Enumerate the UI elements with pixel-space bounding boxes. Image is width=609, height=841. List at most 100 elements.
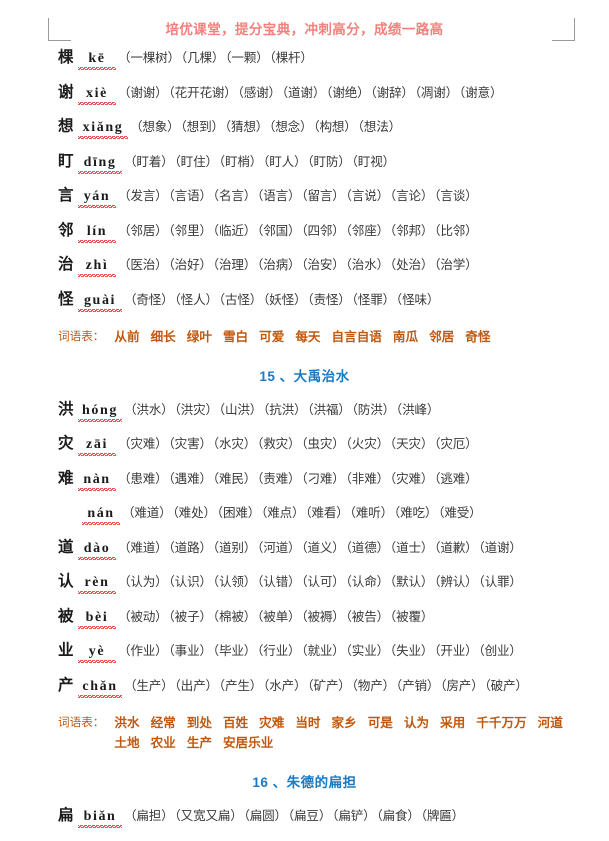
pinyin-reading: dào xyxy=(78,540,116,560)
character-entry-row: 言 yán （发言）（言语）（名言）（语言）（留言）（言说）（言论）（言谈） xyxy=(0,185,609,215)
word-example: （开业） xyxy=(434,644,478,658)
vocabulary-word: 河道 xyxy=(537,715,563,730)
word-example: （想念） xyxy=(269,120,313,134)
vocabulary-list: 词语表： 洪水 经常 到处 百姓 灾难 当时 家乡 可是 认为 采用 千千万万 河道土地 农业 生产 安居乐业 xyxy=(0,713,609,753)
word-example-list: （谢谢）（花开花谢）（感谢）（道谢）（谢绝）（谢辞）（凋谢）（谢意） xyxy=(118,82,597,101)
word-example: （治好） xyxy=(168,258,212,272)
word-example: （邻里） xyxy=(168,223,212,238)
word-example: （责难） xyxy=(257,471,301,486)
word-example: （治理） xyxy=(212,258,257,272)
word-example: （难道） xyxy=(122,506,172,520)
word-example: （难点） xyxy=(261,506,305,520)
vocabulary-word: 奇怪 xyxy=(465,329,491,344)
word-example: （认为） xyxy=(118,575,168,589)
word-example: （猜想） xyxy=(224,120,269,134)
word-example: （难吃） xyxy=(393,506,438,520)
word-example: （失业） xyxy=(389,644,434,658)
word-example: （创业） xyxy=(478,644,522,658)
word-example: （扁圆） xyxy=(243,808,287,823)
word-example-list: （发言）（言语）（名言）（语言）（留言）（言说）（言论）（言谈） xyxy=(118,185,597,204)
word-example: （道义） xyxy=(301,540,345,555)
vocabulary-word: 采用 xyxy=(440,715,466,730)
word-example: （盯着） xyxy=(124,154,174,169)
word-example: （认识） xyxy=(168,575,212,589)
word-example: （言论） xyxy=(389,189,434,203)
word-example: （处治） xyxy=(389,258,434,272)
word-example: （道谢） xyxy=(281,85,326,100)
word-example: （棉被） xyxy=(212,609,257,624)
word-example: （毕业） xyxy=(212,644,257,658)
headword-character: 认 xyxy=(58,573,74,590)
word-example: （认命） xyxy=(345,575,389,589)
character-entry-row: 谢 xiè （谢谢）（花开花谢）（感谢）（道谢）（谢绝）（谢辞）（凋谢）（谢意） xyxy=(0,82,609,112)
vocabulary-words: 洪水 经常 到处 百姓 灾难 当时 家乡 可是 认为 采用 千千万万 河道土地 农业 生产 安居乐业 xyxy=(114,713,597,753)
word-example: （认可） xyxy=(301,575,345,589)
word-example: （河道） xyxy=(257,540,301,555)
word-example: （产生） xyxy=(218,678,263,693)
lesson-heading: 16 、朱德的扁担 xyxy=(252,774,357,790)
headword-character: 产 xyxy=(58,676,74,694)
character-entry-row: 洪 hóng （洪水）（洪灾）（山洪）（抗洪）（洪福）（防洪）（洪峰） xyxy=(0,399,609,429)
headword-character: 难 xyxy=(58,469,74,487)
word-example-list: （一棵树）（几棵）（一颗）（棵杆） xyxy=(118,47,597,66)
word-example: （非难） xyxy=(345,471,389,486)
promo-banner: 培优课堂，提分宝典，冲刺高分，成绩一路高 xyxy=(165,22,444,37)
character-entry-row: 产 chǎn （生产）（出产）（产生）（水产）（矿产）（物产）（产销）（房产）（破产… xyxy=(0,675,609,705)
character-entry-row: 邻 lín （邻居）（邻里）（临近）（邻国）（四邻）（邻座）（邻邦）（比邻） xyxy=(0,220,609,250)
word-example: （治学） xyxy=(434,258,478,272)
word-example: （邻座） xyxy=(345,223,389,238)
word-example: （认错） xyxy=(257,575,301,589)
lesson-heading: 15 、大禹治水 xyxy=(259,368,350,384)
word-example: （临近） xyxy=(212,223,257,238)
word-example: （邻邦） xyxy=(389,223,434,238)
word-example: （道谢） xyxy=(478,540,522,555)
word-example: （难道） xyxy=(118,540,168,555)
character-entry-row: 难 nàn （患难）（遇难）（难民）（责难）（刁难）（非难）（灾难）（逃难） xyxy=(0,468,609,498)
word-example: （水产） xyxy=(263,678,307,693)
word-example: （山洪） xyxy=(218,402,263,417)
vocabulary-word: 细长 xyxy=(150,329,176,344)
word-example: （虫灾） xyxy=(301,437,345,451)
word-example: （刁难） xyxy=(301,471,345,486)
headword-character: 想 xyxy=(58,118,74,135)
worksheet-body: 棵 kē （一棵树）（几棵）（一颗）（棵杆）谢 xiè （谢谢）（花开花谢）（感谢）（道… xyxy=(0,47,609,839)
word-example-list: （医治）（治好）（治理）（治病）（治安）（治水）（处治）（治学） xyxy=(118,254,597,273)
pinyin-reading: xiǎng xyxy=(78,120,128,139)
pinyin-reading: guài xyxy=(78,292,122,312)
headword-character: 道 xyxy=(58,538,74,556)
word-example: （发言） xyxy=(118,189,168,203)
vocabulary-word: 百姓 xyxy=(222,715,249,730)
word-example: （怪人） xyxy=(174,292,218,307)
word-example: （道歉） xyxy=(434,540,478,555)
word-example: （难民） xyxy=(212,471,257,486)
word-example: （天灾） xyxy=(389,437,434,451)
vocabulary-list: 词语表： 从前 细长 绿叶 雪白 可爱 每天 自言自语 南瓜 邻居 奇怪 xyxy=(0,327,609,347)
word-example: （牌匾） xyxy=(420,808,465,823)
headword-character: 洪 xyxy=(58,400,74,418)
word-example: （几棵） xyxy=(180,51,225,65)
word-example: （火灾） xyxy=(345,437,389,451)
pinyin-reading: zhì xyxy=(78,258,116,277)
word-example-list: （难道）（难处）（困难）（难点）（难看）（难听）（难吃）（难受） xyxy=(122,502,597,521)
word-example: （扁食） xyxy=(376,808,420,823)
word-example: （道德） xyxy=(345,540,389,555)
word-example: （患难） xyxy=(118,471,168,486)
word-example: （洪水） xyxy=(124,402,174,417)
word-example: （洪福） xyxy=(307,402,351,417)
character-entry-row: 灾 zāi （灾难）（灾害）（水灾）（救灾）（虫灾）（火灾）（天灾）（灾厄） xyxy=(0,433,609,463)
character-entry-row: 业 yè （作业）（事业）（毕业）（行业）（就业）（实业）（失业）（开业）（创业） xyxy=(0,640,609,670)
vocabulary-word: 千千万万 xyxy=(476,715,527,730)
word-example: （医治） xyxy=(118,258,168,272)
word-example-list: （想象）（想到）（猜想）（想念）（构想）（想法） xyxy=(130,116,597,135)
word-example: （被子） xyxy=(168,609,212,624)
word-example: （产销） xyxy=(395,678,440,693)
word-example: （难听） xyxy=(349,506,393,520)
word-example-list: （认为）（认识）（认领）（认错）（认可）（认命）（默认）（辨认）（认罪） xyxy=(118,571,597,590)
word-example: （救灾） xyxy=(257,437,301,451)
word-example: （语言） xyxy=(257,189,301,203)
character-entry-row: 想 xiǎng （想象）（想到）（猜想）（想念）（构想）（想法） xyxy=(0,116,609,146)
word-example: （被单） xyxy=(257,609,301,624)
headword-character: 棵 xyxy=(58,49,74,66)
word-example: （扁豆） xyxy=(287,808,332,823)
word-example: （凋谢） xyxy=(414,85,459,100)
